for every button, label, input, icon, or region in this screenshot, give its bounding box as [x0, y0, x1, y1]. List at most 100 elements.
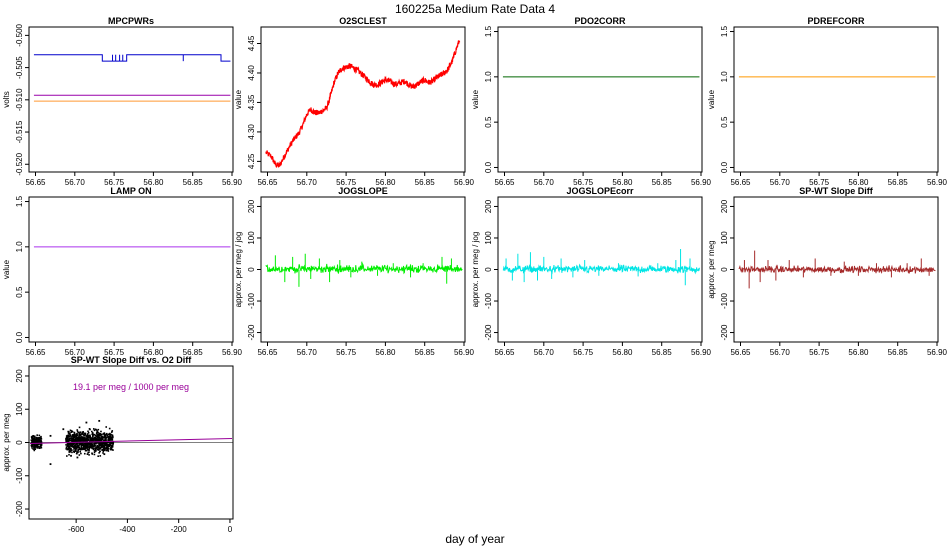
x-tick-label: 56.90 [691, 348, 712, 357]
y-tick-label: 0.0 [720, 161, 729, 173]
scatter-point [78, 440, 81, 443]
scatter-point [82, 446, 85, 449]
scatter-point [110, 431, 113, 433]
y-tick-label: 200 [15, 369, 24, 383]
plot-area [33, 54, 231, 102]
y-tick-label: 0 [15, 440, 24, 445]
scatter-point [87, 436, 90, 439]
scatter-point [98, 434, 100, 437]
scatter-point [96, 445, 98, 448]
x-tick-label: 56.65 [25, 348, 46, 357]
scatter-point [76, 451, 78, 454]
scatter-point [73, 440, 76, 443]
scatter-point [72, 437, 74, 440]
scatter-point [105, 446, 108, 449]
scatter-point [31, 435, 34, 438]
scatter-point [65, 444, 67, 446]
panel-pdrefcorr: PDREFCORR value 56.65 56.70 56.75 56.80 56.85 5… [707, 16, 948, 187]
scatter-point [103, 453, 106, 456]
scatter-point [101, 449, 103, 451]
y-tick-label: 1.0 [720, 71, 729, 83]
scatter-point [36, 447, 39, 449]
scatter-point [69, 450, 72, 453]
scatter-point [49, 434, 52, 437]
scatter-point [67, 443, 69, 446]
scatter-point [36, 439, 38, 441]
scatter-point [84, 444, 87, 446]
scatter-point [95, 436, 97, 438]
scatter-point [73, 433, 76, 436]
scatter-point [95, 435, 98, 437]
scatter-point [49, 463, 52, 466]
scatter-point [98, 439, 101, 442]
x-tick-label: 56.80 [375, 178, 396, 187]
scatter-point [104, 435, 107, 437]
scatter-point [93, 429, 96, 432]
y-tick-label: -0.510 [15, 88, 24, 111]
y-tick-label: -100 [484, 292, 493, 309]
scatter-point [102, 445, 104, 447]
scatter-point [33, 435, 36, 438]
scatter-point [110, 433, 112, 436]
scatter-point [74, 447, 77, 450]
scatter-point [82, 440, 84, 442]
scatter-point [98, 432, 101, 435]
scatter-point [79, 450, 82, 453]
scatter-point [105, 440, 107, 442]
scatter-point [112, 449, 114, 451]
scatter-point [106, 448, 109, 451]
plot-frame [260, 26, 466, 173]
scatter-point [71, 451, 73, 454]
scatter-point [86, 436, 89, 438]
scatter-point [71, 442, 73, 444]
scatter-point [99, 450, 101, 453]
scatter-point [94, 436, 96, 439]
scatter-point [111, 441, 113, 444]
scatter-point [107, 450, 110, 452]
scatter-point [36, 434, 38, 436]
scatter-point [76, 446, 78, 448]
scatter-point [95, 438, 97, 440]
y-tick-label: -100 [15, 467, 24, 484]
scatter-point [89, 435, 92, 438]
panel-sp-wt-slope-diff: SP-WT Slope Diff approx. per meg 56.65 56.7… [707, 186, 948, 357]
scatter-point [98, 447, 100, 449]
scatter-point [70, 445, 73, 448]
figure-xlabel: day of year [445, 532, 504, 546]
y-tick-label: 1.0 [484, 71, 493, 83]
scatter-point [76, 456, 79, 459]
x-tick-label: 56.75 [336, 348, 357, 357]
y-axis-label: value [2, 259, 11, 279]
scatter-point [89, 443, 91, 446]
y-tick-label: 1.5 [720, 25, 729, 37]
scatter-point [107, 433, 110, 436]
scatter-point [85, 421, 88, 424]
scatter-point [106, 441, 109, 444]
scatter-point [107, 441, 110, 444]
y-tick-label: 1.0 [15, 241, 24, 253]
scatter-point [93, 442, 95, 445]
scatter-point [79, 434, 81, 437]
scatter-point [98, 419, 101, 422]
scatter-point [76, 429, 79, 431]
series-1-line [265, 39, 461, 168]
scatter-point [93, 443, 96, 446]
scatter-point [70, 448, 72, 450]
scatter-point [73, 447, 76, 450]
scatter-point [73, 436, 76, 439]
scatter-point [95, 432, 98, 435]
figure-title: 160225a Medium Rate Data 4 [395, 2, 555, 16]
scatter-point [33, 440, 35, 442]
scatter-point [78, 446, 81, 449]
x-tick-label: 56.90 [691, 178, 712, 187]
scatter-point [77, 446, 79, 449]
scatter-point [87, 434, 89, 437]
scatter-point [87, 439, 90, 441]
scatter-point [83, 439, 86, 441]
scatter-point [80, 452, 82, 455]
scatter-point [71, 434, 74, 437]
scatter-point [31, 438, 34, 440]
scatter-point [91, 432, 94, 434]
panel-sp-wt-vs-o2-diff: SP-WT Slope Diff vs. O2 Diff approx. per … [2, 355, 234, 534]
scatter-point [73, 444, 76, 447]
